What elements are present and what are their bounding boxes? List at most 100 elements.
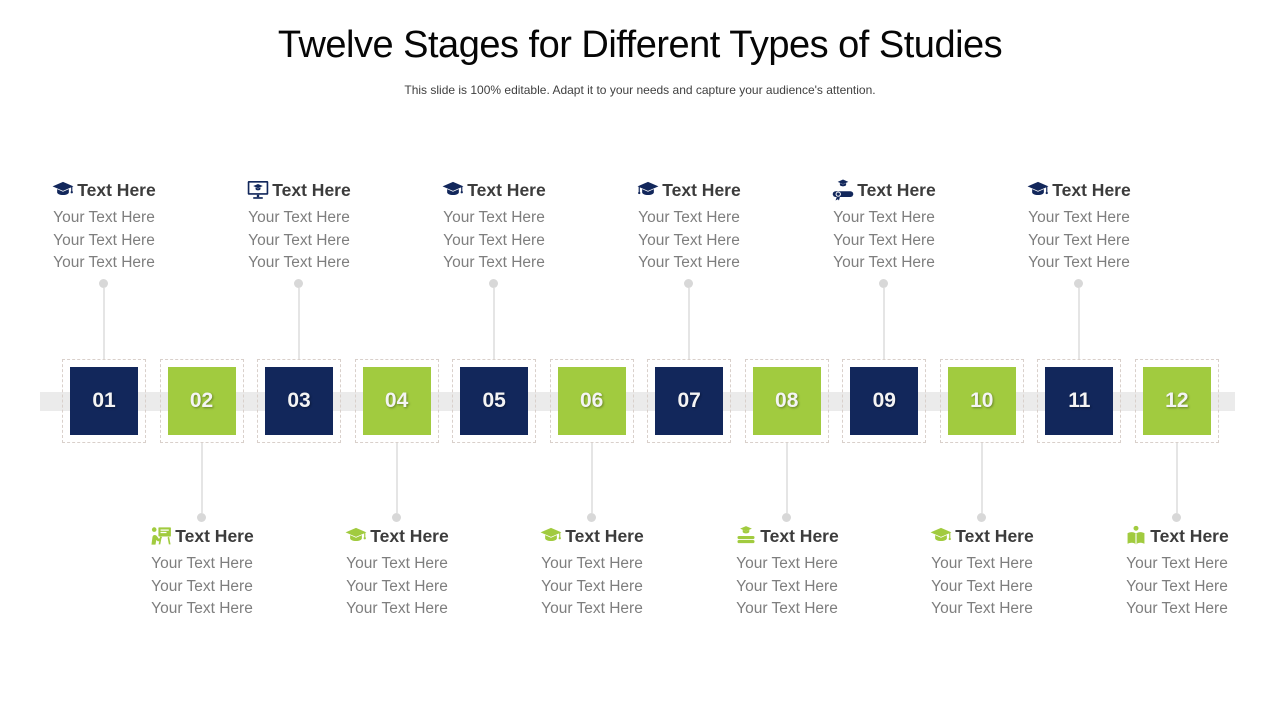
connector-dot — [392, 513, 401, 522]
bottom-text-block: Text Here Your Text Here Your Text Here … — [97, 524, 307, 621]
text-block-title: Text Here — [955, 525, 1034, 546]
stage-number: 03 — [287, 389, 311, 412]
elearning-monitor-icon — [247, 179, 269, 201]
stage-box-wrapper: 05 — [452, 359, 537, 443]
text-block-title: Text Here — [467, 179, 546, 200]
text-line: Your Text Here — [53, 231, 155, 249]
stage-box-wrapper: 01 — [62, 359, 146, 443]
stage-box-wrapper: 09 — [842, 359, 927, 443]
connector-line — [883, 288, 885, 359]
text-line: Your Text Here — [1028, 209, 1130, 226]
text-line: Your Text Here — [736, 555, 838, 572]
connector-line — [981, 443, 983, 513]
connector-line — [201, 443, 203, 513]
connector-dot — [684, 279, 693, 288]
graduation-cap-icon — [540, 525, 562, 547]
stage-box: 02 — [167, 367, 236, 435]
stage-box-wrapper: 06 — [549, 359, 634, 443]
presenter-board-icon — [150, 525, 172, 547]
bottom-text-block: Text Here Your Text Here Your Text Here … — [487, 524, 697, 621]
stage-number: 01 — [92, 389, 116, 412]
text-block-header: Text Here — [682, 524, 892, 548]
text-line: Your Text Here — [53, 209, 155, 226]
slide-title: Twelve Stages for Different Types of Stu… — [277, 24, 1003, 66]
text-block-header: Text Here — [194, 178, 404, 202]
text-line: Your Text Here — [443, 231, 545, 249]
stage-box: 12 — [1142, 367, 1211, 435]
connector-dot — [489, 279, 498, 288]
top-text-block: Text Here Your Text Here Your Text Here … — [389, 178, 599, 275]
connector-line — [591, 443, 593, 513]
stage-box: 07 — [655, 367, 724, 435]
connector-dot — [977, 513, 986, 522]
stage-box-wrapper: 04 — [354, 359, 439, 443]
timeline-row: 01 02 03 04 05 06 07 08 09 10 11 12 — [62, 359, 1219, 443]
text-line: Your Text Here — [346, 577, 448, 595]
text-block-title: Text Here — [1150, 525, 1229, 546]
connector-line — [396, 443, 398, 513]
text-block-header: Text Here — [0, 178, 209, 202]
stage-number: 08 — [775, 389, 799, 412]
diploma-certificate-icon — [832, 179, 854, 201]
text-line: Your Text Here — [931, 577, 1033, 595]
graduation-cap-icon — [442, 179, 464, 201]
connector-dot — [197, 513, 206, 522]
connector-dot — [587, 513, 596, 522]
text-line: Your Text Here — [346, 600, 448, 617]
text-block-header: Text Here — [389, 178, 599, 202]
text-line: Your Text Here — [1126, 600, 1228, 617]
slide-subtitle: This slide is 100% editable. Adapt it to… — [404, 83, 876, 97]
top-text-block: Text Here Your Text Here Your Text Here … — [194, 178, 404, 275]
graduation-cap-tassel-left-icon — [637, 179, 659, 201]
text-line: Your Text Here — [541, 600, 643, 617]
text-line: Your Text Here — [638, 209, 740, 226]
stage-box: 04 — [362, 367, 431, 435]
text-line: Your Text Here — [443, 209, 545, 226]
text-line: Your Text Here — [443, 254, 545, 271]
stage-box-wrapper: 12 — [1134, 359, 1219, 443]
text-block-title: Text Here — [370, 525, 449, 546]
connector-line — [103, 288, 105, 359]
text-line: Your Text Here — [736, 600, 838, 617]
text-block-title: Text Here — [272, 179, 351, 200]
stage-number: 05 — [482, 389, 506, 412]
text-line: Your Text Here — [638, 254, 740, 271]
graduation-cap-tassel-right-icon — [930, 525, 952, 547]
stage-box: 05 — [460, 367, 529, 435]
stage-box: 11 — [1045, 367, 1114, 435]
bottom-text-block: Text Here Your Text Here Your Text Here … — [877, 524, 1087, 621]
text-block-header: Text Here — [584, 178, 794, 202]
top-text-block: Text Here Your Text Here Your Text Here … — [584, 178, 794, 275]
text-line: Your Text Here — [1028, 254, 1130, 271]
stage-box: 08 — [752, 367, 821, 435]
text-line: Your Text Here — [248, 209, 350, 226]
bottom-text-block: Text Here Your Text Here Your Text Here … — [1072, 524, 1280, 621]
text-line: Your Text Here — [151, 600, 253, 617]
top-text-block: Text Here Your Text Here Your Text Here … — [974, 178, 1184, 275]
text-line: Your Text Here — [833, 209, 935, 226]
text-block-header: Text Here — [487, 524, 697, 548]
person-reading-icon — [1125, 525, 1147, 547]
book-graduation-cap-icon — [735, 525, 757, 547]
stage-number: 10 — [970, 389, 994, 412]
stage-box-wrapper: 10 — [939, 359, 1024, 443]
text-block-title: Text Here — [1052, 179, 1131, 200]
text-block-title: Text Here — [77, 179, 156, 200]
graduation-cap-icon — [52, 179, 74, 201]
text-line: Your Text Here — [833, 231, 935, 249]
text-line: Your Text Here — [541, 555, 643, 572]
text-line: Your Text Here — [248, 231, 350, 249]
text-block-header: Text Here — [1072, 524, 1280, 548]
text-line: Your Text Here — [248, 254, 350, 271]
connector-dot — [1172, 513, 1181, 522]
connector-dot — [99, 279, 108, 288]
stage-box: 06 — [557, 367, 626, 435]
text-block-header: Text Here — [779, 178, 989, 202]
connector-line — [688, 288, 690, 359]
text-block-header: Text Here — [974, 178, 1184, 202]
graduation-cap-tassel-right-icon — [1027, 179, 1049, 201]
text-block-header: Text Here — [292, 524, 502, 548]
stage-box-wrapper: 03 — [257, 359, 342, 443]
text-line: Your Text Here — [1028, 231, 1130, 249]
